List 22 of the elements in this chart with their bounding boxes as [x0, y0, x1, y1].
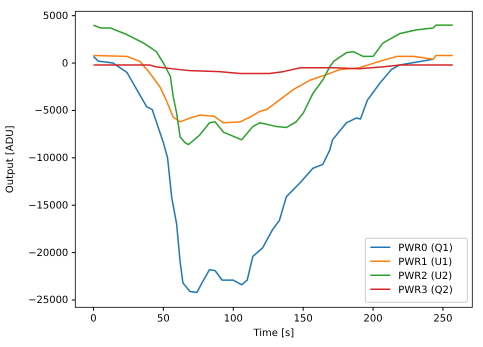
y-tick-label: −15000 — [28, 200, 68, 212]
x-tick-label: 150 — [294, 313, 313, 324]
line-series — [92, 54, 454, 124]
legend-label: PWR0 (Q1) — [398, 242, 453, 254]
line-series — [92, 64, 454, 74]
y-axis-title: Output [ADU] — [5, 125, 16, 194]
x-tick-label: 0 — [90, 313, 97, 324]
legend-label: PWR3 (Q2) — [398, 284, 453, 296]
x-tick-label: 200 — [364, 313, 383, 324]
x-tick-label: 100 — [224, 313, 243, 324]
y-tick-label: 0 — [62, 58, 68, 70]
legend-label: PWR1 (U1) — [398, 256, 452, 268]
y-tick-label: −20000 — [28, 248, 68, 259]
y-tick-label: −5000 — [34, 106, 68, 117]
line-series — [92, 24, 454, 146]
x-axis-title: Time [s] — [252, 328, 294, 339]
y-tick-label: 5000 — [42, 10, 68, 22]
y-tick-label: −10000 — [28, 153, 68, 164]
x-tick-label: 250 — [433, 313, 452, 324]
legend-label: PWR2 (U2) — [398, 270, 452, 282]
x-tick-label: 50 — [157, 313, 170, 324]
y-tick-label: −25000 — [28, 295, 68, 306]
